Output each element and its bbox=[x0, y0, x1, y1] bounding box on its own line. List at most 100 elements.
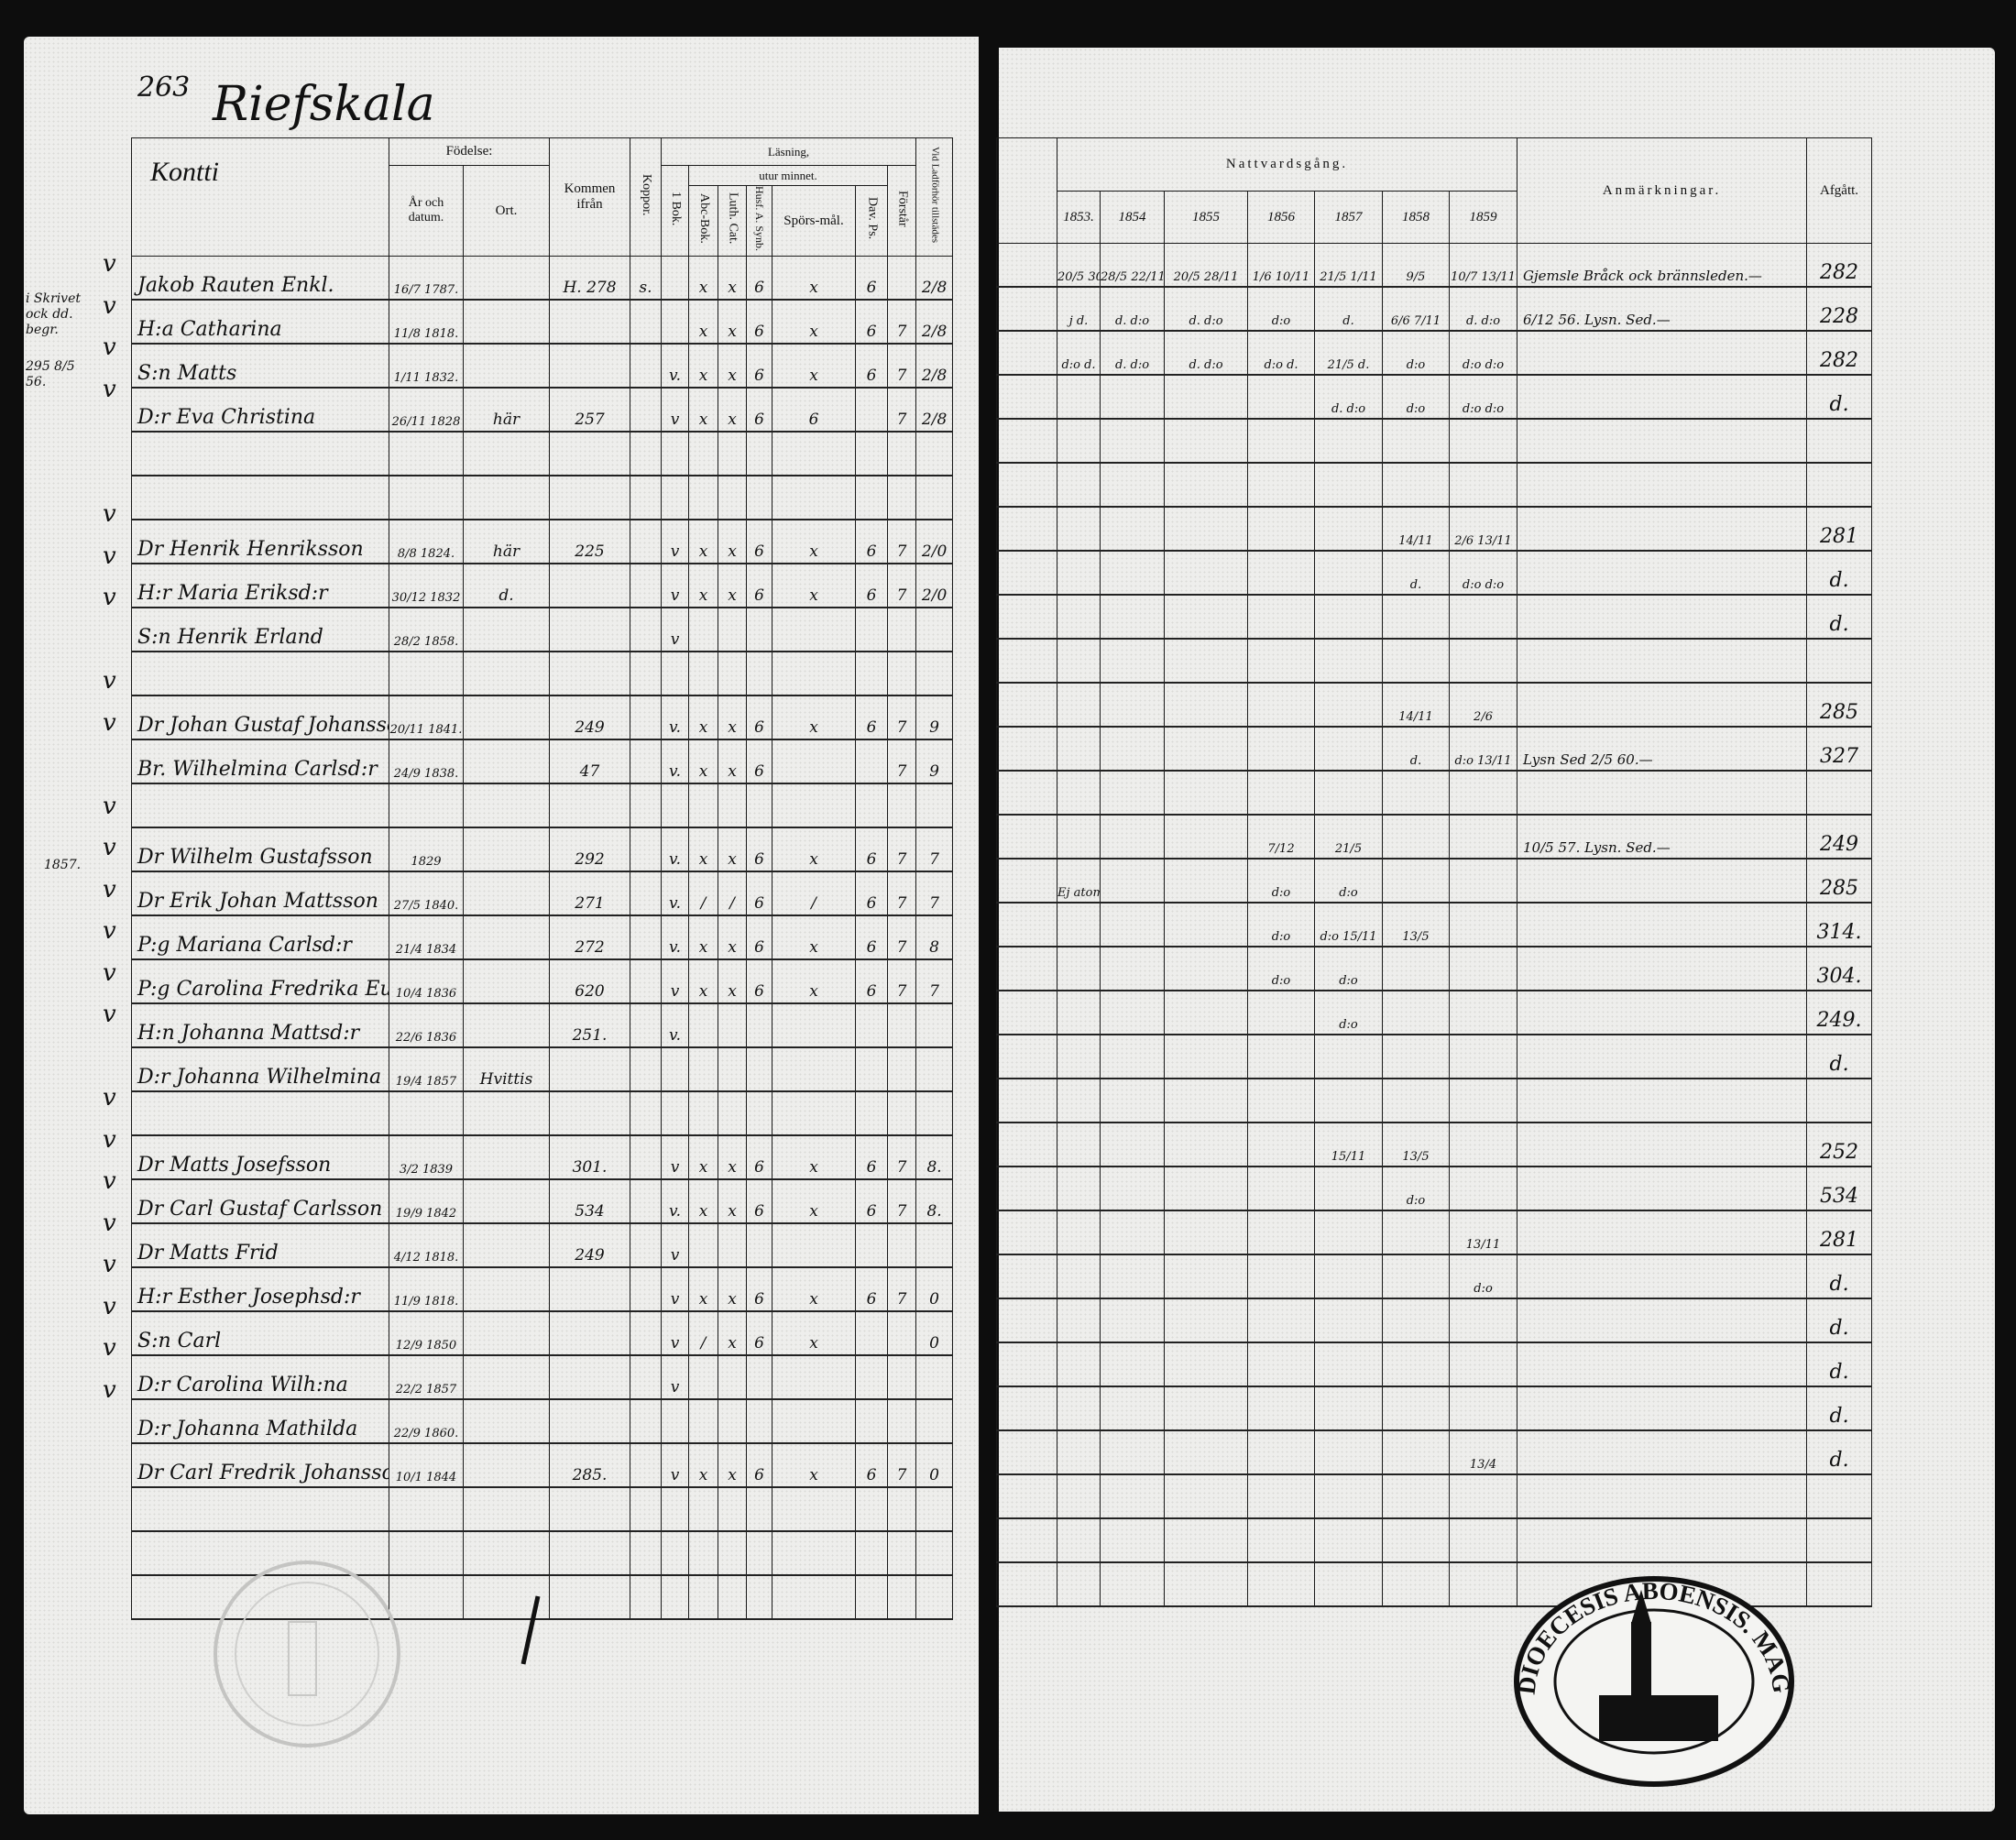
present-at-exam: 7 bbox=[915, 959, 954, 1005]
communion-1854 bbox=[1100, 1123, 1165, 1167]
communion-1859: 2/6 13/11 bbox=[1448, 507, 1518, 552]
communion-1853: Ej atom.— bbox=[1057, 859, 1101, 904]
check-mark: v bbox=[103, 334, 116, 361]
reading-book: v bbox=[661, 959, 689, 1005]
communion-1856 bbox=[1247, 1210, 1315, 1255]
birth-place: här bbox=[463, 520, 550, 565]
house-table: 6 bbox=[746, 739, 772, 785]
came-from bbox=[549, 1267, 630, 1313]
came-from: 249 bbox=[549, 695, 630, 741]
register-row: d. bbox=[996, 1386, 1873, 1431]
communion-1857: d:o bbox=[1314, 991, 1383, 1035]
check-mark: v bbox=[103, 1292, 116, 1320]
communion-1854 bbox=[1100, 903, 1165, 947]
communion-1859: 13/4 bbox=[1448, 1430, 1518, 1475]
departed: 282 bbox=[1806, 331, 1873, 376]
check-mark: v bbox=[103, 584, 116, 611]
smallpox bbox=[630, 1487, 662, 1533]
present-at-exam bbox=[915, 476, 954, 521]
check-mark: v bbox=[103, 291, 116, 320]
house-table: 6 bbox=[746, 1179, 772, 1225]
communion-1859 bbox=[1448, 1166, 1518, 1211]
header-forstar-label: Förstår bbox=[895, 190, 910, 227]
understands: 7 bbox=[886, 564, 917, 609]
communion-1859 bbox=[1448, 991, 1518, 1035]
luther-catechism bbox=[718, 783, 747, 829]
header-vid-label: Vid Ladförhör tillstädes bbox=[929, 146, 941, 244]
came-from: 534 bbox=[549, 1179, 630, 1225]
questions bbox=[772, 1223, 856, 1269]
departed bbox=[1806, 1518, 1873, 1563]
left-seal-stamp bbox=[214, 1561, 400, 1747]
abc-book: x bbox=[688, 695, 718, 741]
communion-1859: 2/6 bbox=[1448, 683, 1518, 728]
abc-book bbox=[688, 1091, 718, 1137]
understands: 7 bbox=[886, 1267, 917, 1313]
margin-col bbox=[996, 947, 1057, 991]
luther-catechism: x bbox=[718, 739, 747, 785]
margin-note: 295 8/5 56. bbox=[26, 359, 75, 389]
communion-1858: d. bbox=[1382, 551, 1450, 596]
remarks bbox=[1517, 507, 1808, 552]
communion-1856: d:o bbox=[1247, 287, 1315, 332]
header-spors: Spörs-mål. bbox=[772, 184, 856, 257]
communion-1858 bbox=[1382, 1298, 1450, 1343]
communion-1858: 13/5 bbox=[1382, 1123, 1450, 1167]
luther-catechism bbox=[718, 1531, 747, 1577]
questions: x bbox=[772, 959, 856, 1005]
remarks bbox=[1517, 1474, 1808, 1519]
check-mark: v bbox=[103, 1251, 116, 1278]
person-name bbox=[131, 1531, 389, 1577]
header-blank bbox=[996, 137, 1057, 244]
person-name: Dr Erik Johan Mattsson bbox=[131, 871, 389, 917]
departed: d. bbox=[1806, 595, 1873, 640]
communion-1856: 7/12 bbox=[1247, 815, 1315, 860]
remarks bbox=[1517, 1079, 1808, 1123]
communion-1856: d:o bbox=[1247, 947, 1315, 991]
reading-book: v bbox=[661, 1267, 689, 1313]
came-from: 249 bbox=[549, 1223, 630, 1269]
birth-date bbox=[389, 783, 464, 829]
header-bok1-label: 1 Bok. bbox=[668, 191, 683, 226]
register-row: S:n Henrik Erland 28/2 1858. v bbox=[131, 608, 954, 653]
reading-book: v bbox=[661, 608, 689, 653]
register-row bbox=[131, 432, 954, 477]
present-at-exam bbox=[915, 1003, 954, 1049]
came-from: 272 bbox=[549, 915, 630, 961]
understands: 7 bbox=[886, 959, 917, 1005]
came-from bbox=[549, 476, 630, 521]
communion-1854 bbox=[1100, 1035, 1165, 1079]
luther-catechism: x bbox=[718, 695, 747, 741]
abc-book: x bbox=[688, 1135, 718, 1181]
birth-place: här bbox=[463, 388, 550, 433]
psalms bbox=[855, 1091, 888, 1137]
house-table: 6 bbox=[746, 959, 772, 1005]
birth-place bbox=[463, 1135, 550, 1181]
communion-1856 bbox=[1247, 639, 1315, 684]
reading-book: v bbox=[661, 1135, 689, 1181]
register-row: d. d:o 13/11 Lysn Sed 2/5 60.— 327 bbox=[996, 727, 1873, 772]
header-year: 1853. bbox=[1057, 191, 1101, 244]
departed: 249 bbox=[1806, 815, 1873, 860]
communion-1858: 9/5 bbox=[1382, 243, 1450, 288]
luther-catechism bbox=[718, 652, 747, 697]
smallpox bbox=[630, 1223, 662, 1269]
person-name: Dr Carl Gustaf Carlsson bbox=[131, 1179, 389, 1225]
margin-col bbox=[996, 243, 1057, 288]
smallpox bbox=[630, 388, 662, 433]
psalms bbox=[855, 1355, 888, 1401]
remarks bbox=[1517, 1430, 1808, 1475]
came-from: 257 bbox=[549, 388, 630, 433]
remarks bbox=[1517, 1518, 1808, 1563]
luther-catechism bbox=[718, 1355, 747, 1401]
header-abc: Abc-Bok. bbox=[688, 184, 718, 257]
smallpox bbox=[630, 608, 662, 653]
came-from bbox=[549, 1487, 630, 1533]
came-from: 271 bbox=[549, 871, 630, 917]
came-from: 292 bbox=[549, 827, 630, 873]
departed: d. bbox=[1806, 1298, 1873, 1343]
psalms bbox=[855, 608, 888, 653]
communion-1856: d:o bbox=[1247, 903, 1315, 947]
smallpox bbox=[630, 959, 662, 1005]
communion-1853 bbox=[1057, 1430, 1101, 1475]
